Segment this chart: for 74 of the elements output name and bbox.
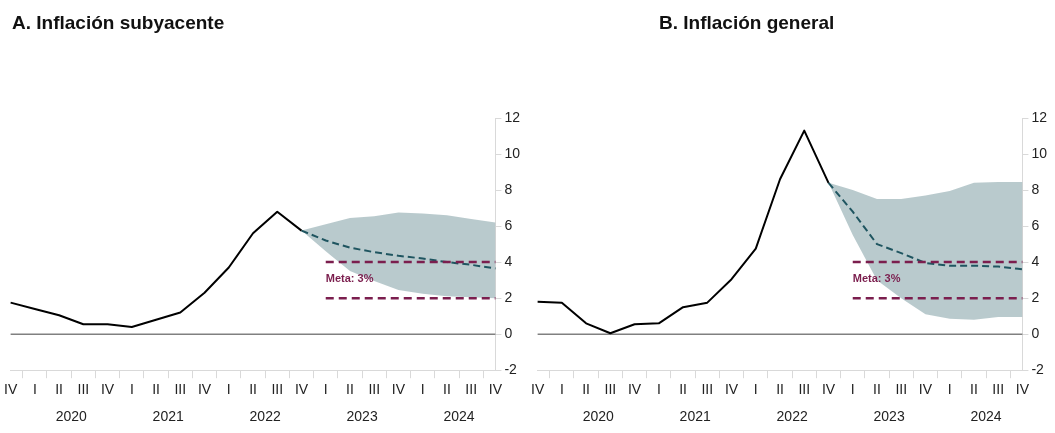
text: 2021 xyxy=(679,408,711,425)
y-tick-label: -2 xyxy=(504,361,518,378)
x-tick-label: II xyxy=(249,381,257,398)
x-tick-label: III xyxy=(174,381,187,398)
text: 2020 xyxy=(55,408,87,425)
y-tick-label: 8 xyxy=(504,180,513,197)
x-tick-label: II xyxy=(443,381,451,398)
x-tick-label: I xyxy=(656,381,661,398)
x-tick-label: II xyxy=(55,381,63,398)
x-tick-label: I xyxy=(129,381,134,398)
text: 2023 xyxy=(873,408,905,425)
x-tick-label: II xyxy=(873,381,881,398)
x-tick-label: I xyxy=(947,381,952,398)
x-tick-label: IV xyxy=(294,381,309,398)
x-tick-label: I xyxy=(850,381,855,398)
x-tick-label: II xyxy=(970,381,978,398)
x-tick-label: IV xyxy=(488,381,503,398)
x-tick-label: III xyxy=(604,381,617,398)
y-tick-label: 10 xyxy=(504,144,521,161)
text: 2022 xyxy=(249,408,281,425)
x-tick-label: II xyxy=(679,381,687,398)
text: 2023 xyxy=(346,408,378,425)
x-tick-label: II xyxy=(582,381,590,398)
y-tick-label: 10 xyxy=(1031,144,1048,161)
x-tick-label: IV xyxy=(531,381,545,398)
text: 2024 xyxy=(443,408,475,425)
y-tick-label: 8 xyxy=(1031,180,1040,197)
x-tick-label: I xyxy=(559,381,564,398)
y-tick-label: 4 xyxy=(504,252,513,269)
x-tick-label: IV xyxy=(918,381,933,398)
y-tick-label: 2 xyxy=(1031,289,1040,305)
line-series xyxy=(827,181,1024,271)
chart-title: B. Inflación general xyxy=(659,12,835,34)
x-tick-label: III xyxy=(701,381,714,398)
x-tick-label: III xyxy=(798,381,811,398)
text: 2024 xyxy=(970,408,1002,425)
text: 2022 xyxy=(776,408,808,425)
x-tick-label: IV xyxy=(391,381,406,398)
x-tick-label: IV xyxy=(4,381,18,398)
chart-title: A. Inflación subyacente xyxy=(12,12,225,34)
line-series xyxy=(300,229,497,270)
x-tick-label: III xyxy=(465,381,478,398)
annotation: Meta: 3% xyxy=(852,272,901,285)
x-tick-label: IV xyxy=(1015,381,1030,398)
annotation: Meta: 3% xyxy=(325,272,374,285)
x-tick-label: II xyxy=(776,381,784,398)
x-tick-label: I xyxy=(32,381,37,398)
x-tick-label: I xyxy=(323,381,328,398)
x-tick-label: IV xyxy=(197,381,212,398)
x-tick-label: IV xyxy=(627,381,642,398)
text: 2020 xyxy=(582,408,614,425)
text: 2021 xyxy=(152,408,184,425)
x-tick-label: II xyxy=(346,381,354,398)
y-tick-label: 12 xyxy=(1031,108,1048,125)
y-tick-label: 6 xyxy=(504,216,513,233)
y-tick-label: 0 xyxy=(1031,325,1040,342)
x-tick-label: I xyxy=(420,381,425,398)
x-tick-label: III xyxy=(368,381,381,398)
y-tick-label: 2 xyxy=(504,289,513,305)
x-tick-label: III xyxy=(271,381,284,398)
x-tick-label: I xyxy=(753,381,758,398)
x-tick-label: I xyxy=(226,381,231,398)
y-tick-label: 4 xyxy=(1031,252,1040,269)
y-tick-label: 6 xyxy=(1031,216,1040,233)
x-tick-label: IV xyxy=(724,381,739,398)
x-tick-label: IV xyxy=(100,381,115,398)
x-tick-label: III xyxy=(895,381,908,398)
y-tick-label: 0 xyxy=(504,325,513,342)
y-tick-label: 12 xyxy=(504,108,521,125)
x-tick-label: IV xyxy=(821,381,836,398)
x-tick-label: III xyxy=(77,381,90,398)
x-tick-label: III xyxy=(992,381,1005,398)
x-tick-label: II xyxy=(152,381,160,398)
y-tick-label: -2 xyxy=(1031,361,1045,378)
